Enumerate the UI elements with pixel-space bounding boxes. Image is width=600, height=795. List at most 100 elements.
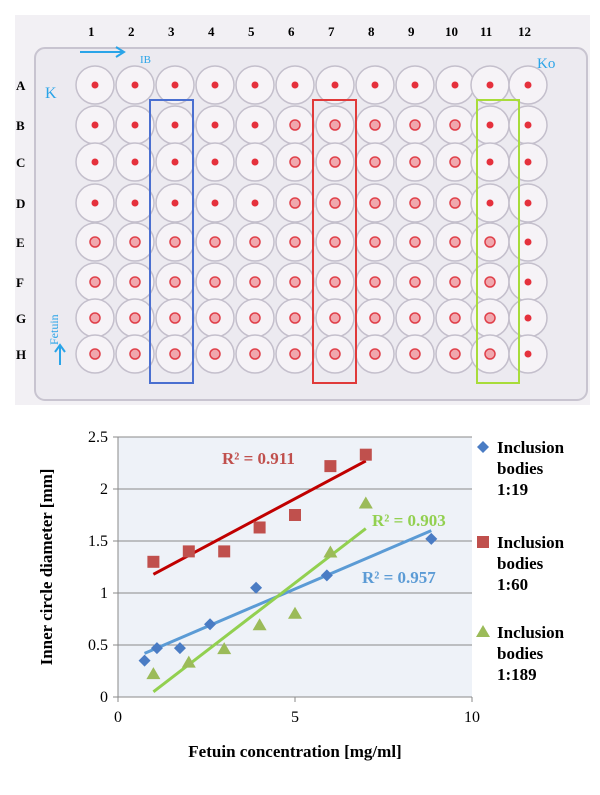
annotation-ko: Ko <box>537 56 555 72</box>
data-point-triangle <box>217 642 232 655</box>
red-dot <box>449 348 461 360</box>
red-dot <box>169 236 181 248</box>
data-point-triangle <box>146 667 161 680</box>
row-label: B <box>16 118 25 133</box>
legend-marker-diamond <box>477 441 489 453</box>
legend-label: Inclusion <box>497 438 565 457</box>
red-dot <box>211 199 219 207</box>
row-label: E <box>16 235 25 250</box>
red-dot <box>211 121 219 129</box>
column-label: 3 <box>168 24 175 39</box>
data-point-diamond <box>173 642 186 655</box>
red-dot <box>251 199 259 207</box>
data-point-diamond <box>250 581 263 594</box>
column-label: 4 <box>208 24 215 39</box>
red-dot <box>129 312 141 324</box>
red-dot <box>169 348 181 360</box>
y-tick-label: 0.5 <box>88 637 108 654</box>
column-label: 7 <box>328 24 335 39</box>
red-dot <box>89 312 101 324</box>
red-dot <box>289 236 301 248</box>
red-dot <box>131 121 139 129</box>
red-dot <box>131 199 139 207</box>
red-dot <box>129 236 141 248</box>
red-dot <box>249 276 261 288</box>
data-point-triangle <box>288 606 302 619</box>
red-dot <box>209 276 221 288</box>
red-dot <box>524 81 532 89</box>
data-point-square <box>218 545 231 558</box>
red-dot <box>369 276 381 288</box>
arrow-up-icon <box>54 343 66 365</box>
red-dot <box>524 121 532 129</box>
red-dot <box>486 81 494 89</box>
red-dot <box>249 236 261 248</box>
data-point-diamond <box>425 532 438 545</box>
red-dot <box>449 197 461 209</box>
red-dot <box>524 278 532 286</box>
red-dot <box>369 156 381 168</box>
data-point-diamond <box>150 642 163 655</box>
red-dot <box>209 348 221 360</box>
red-dot <box>329 119 341 131</box>
annotation-k: K <box>45 85 57 102</box>
red-dot <box>449 276 461 288</box>
red-dot <box>449 119 461 131</box>
red-dot <box>486 158 494 166</box>
r-squared-label: R² = 0.957 <box>362 568 436 587</box>
red-dot <box>289 348 301 360</box>
red-dot <box>524 199 532 207</box>
y-tick-label: 1 <box>100 585 108 602</box>
data-point-triangle <box>323 545 338 558</box>
red-dot <box>484 276 496 288</box>
red-dot <box>369 236 381 248</box>
row-label: A <box>16 78 26 93</box>
legend-label: bodies <box>497 554 544 573</box>
highlight-box-column-7 <box>312 99 357 384</box>
red-dot <box>449 156 461 168</box>
data-point-triangle <box>181 655 196 668</box>
data-point-square <box>359 448 372 461</box>
red-dot <box>524 238 532 246</box>
red-dot <box>369 119 381 131</box>
legend-label: 1:60 <box>497 575 528 594</box>
legend-label: 1:189 <box>497 665 537 684</box>
y-tick-label: 1.5 <box>88 533 108 550</box>
data-point-diamond <box>320 569 333 582</box>
red-dot <box>524 158 532 166</box>
column-label: 10 <box>445 24 458 39</box>
arrow-right-icon <box>80 46 126 58</box>
red-dot <box>129 276 141 288</box>
red-dot <box>169 312 181 324</box>
legend-label: bodies <box>497 644 544 663</box>
red-dot <box>409 312 421 324</box>
x-tick-label: 10 <box>464 709 480 726</box>
data-point-square <box>182 545 195 558</box>
red-dot <box>171 158 179 166</box>
column-label: 11 <box>480 24 492 39</box>
x-axis-label: Fetuin concentration [mg/ml] <box>188 742 401 761</box>
row-label: C <box>16 155 25 170</box>
red-dot <box>449 312 461 324</box>
red-dot <box>289 276 301 288</box>
red-dot <box>131 81 139 89</box>
red-dot <box>411 81 419 89</box>
red-dot <box>209 312 221 324</box>
red-dot <box>329 348 341 360</box>
red-dot <box>211 158 219 166</box>
red-dot <box>329 276 341 288</box>
red-dot <box>89 348 101 360</box>
annotation-ib: IB <box>140 54 151 66</box>
legend-label: Inclusion <box>497 533 565 552</box>
red-dot <box>409 197 421 209</box>
y-tick-label: 2 <box>100 481 108 498</box>
red-dot <box>251 158 259 166</box>
column-label: 12 <box>518 24 531 39</box>
red-dot <box>89 276 101 288</box>
red-dot <box>171 199 179 207</box>
data-point-square <box>324 460 337 473</box>
red-dot <box>209 236 221 248</box>
row-label: G <box>16 311 26 326</box>
